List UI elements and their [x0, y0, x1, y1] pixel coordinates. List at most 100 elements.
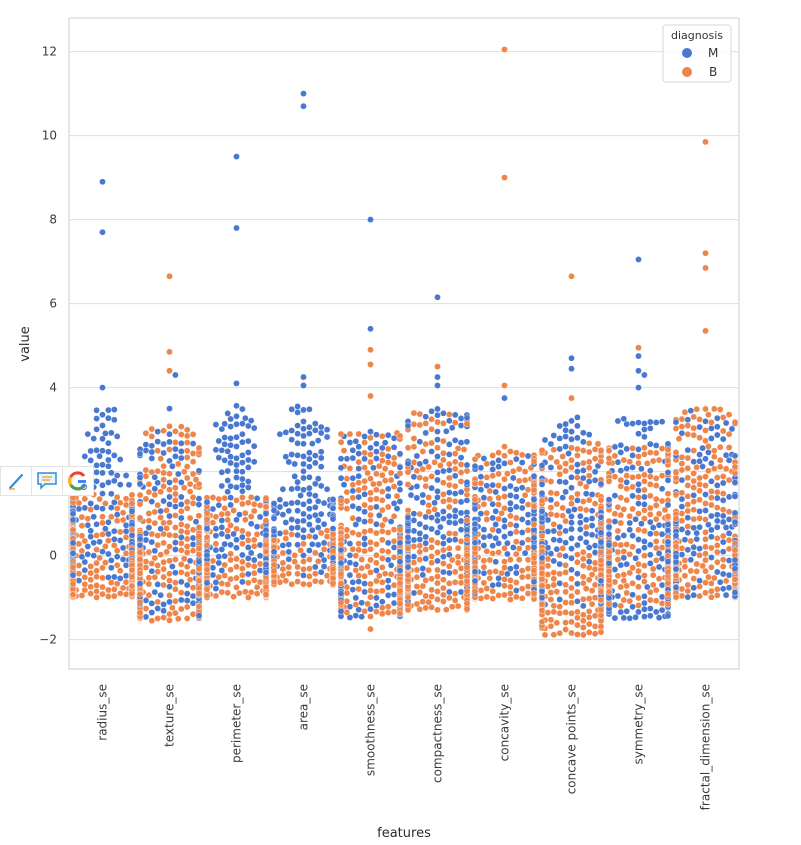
- data-point-b: [136, 569, 144, 577]
- data-point-m: [513, 485, 520, 493]
- data-point-m: [434, 382, 441, 389]
- data-point-b: [440, 576, 447, 584]
- data-point-b: [180, 468, 188, 476]
- data-point-b: [390, 483, 398, 490]
- data-point-m: [434, 411, 441, 419]
- data-point-b: [647, 473, 654, 480]
- data-point-b: [142, 564, 150, 571]
- data-point-m: [562, 433, 569, 440]
- data-point-b: [649, 571, 657, 579]
- data-point-b: [445, 503, 453, 511]
- data-point-b: [425, 494, 433, 501]
- data-point-b: [614, 527, 622, 535]
- data-point-b: [559, 512, 567, 520]
- data-point-m: [404, 553, 412, 561]
- data-point-b: [122, 534, 130, 541]
- data-point-m: [355, 578, 363, 585]
- data-point-b: [209, 557, 217, 565]
- data-point-b: [116, 499, 124, 507]
- data-point-m: [111, 573, 118, 581]
- data-point-b: [233, 555, 240, 563]
- data-point-m: [471, 568, 479, 576]
- data-point-m: [375, 512, 383, 519]
- data-point-b: [282, 577, 290, 585]
- data-point-b: [483, 509, 491, 517]
- data-point-b: [454, 559, 462, 567]
- data-point-m: [317, 510, 325, 518]
- data-point-b: [343, 488, 351, 496]
- data-point-b: [116, 590, 124, 597]
- data-point-m: [384, 584, 392, 591]
- data-point-m: [492, 507, 500, 515]
- data-point-m: [329, 554, 337, 562]
- data-point-m: [256, 552, 264, 560]
- data-point-b: [495, 501, 502, 508]
- data-point-b: [367, 489, 374, 497]
- data-point-b: [501, 382, 508, 389]
- data-point-m: [565, 507, 572, 515]
- data-point-m: [419, 491, 427, 499]
- data-point-b: [300, 566, 307, 573]
- data-point-b: [337, 570, 345, 578]
- data-point-m: [337, 608, 345, 615]
- data-point-m: [504, 539, 511, 547]
- data-point-b: [574, 558, 581, 566]
- data-point-b: [128, 566, 136, 574]
- data-point-m: [513, 522, 520, 530]
- data-point-b: [367, 539, 374, 546]
- data-point-m: [116, 456, 124, 463]
- data-point-m: [262, 569, 270, 576]
- data-point-m: [145, 524, 153, 531]
- data-point-b: [454, 544, 462, 552]
- data-point-b: [311, 570, 319, 578]
- data-point-b: [419, 582, 427, 590]
- data-point-b: [507, 596, 514, 603]
- data-point-m: [87, 500, 94, 507]
- data-point-m: [518, 484, 526, 492]
- data-point-m: [422, 458, 430, 465]
- data-point-m: [538, 489, 546, 497]
- data-point-m: [647, 551, 654, 559]
- data-point-m: [239, 487, 246, 495]
- data-point-m: [451, 490, 459, 497]
- data-point-m: [148, 609, 156, 616]
- data-point-m: [93, 415, 100, 422]
- data-point-m: [142, 441, 150, 448]
- data-point-b: [652, 586, 660, 594]
- data-point-b: [440, 491, 447, 498]
- data-point-b: [166, 470, 173, 478]
- data-point-b: [154, 562, 161, 569]
- data-point-b: [562, 517, 569, 525]
- data-point-b: [384, 445, 392, 453]
- data-point-b: [279, 559, 287, 567]
- data-point-b: [373, 608, 380, 616]
- data-point-m: [177, 596, 185, 604]
- data-point-b: [530, 567, 538, 574]
- data-point-m: [480, 542, 488, 549]
- data-point-b: [136, 556, 144, 563]
- data-point-b: [157, 551, 164, 559]
- data-point-b: [288, 531, 296, 538]
- data-point-m: [445, 441, 453, 448]
- data-point-b: [93, 532, 100, 539]
- data-point-b: [294, 570, 301, 578]
- data-point-m: [437, 523, 444, 531]
- data-point-m: [111, 527, 118, 535]
- data-point-b: [224, 510, 231, 518]
- data-point-b: [428, 439, 435, 447]
- data-point-b: [440, 598, 447, 605]
- data-point-b: [390, 460, 398, 468]
- data-point-m: [288, 427, 296, 434]
- data-point-m: [111, 499, 118, 506]
- data-point-b: [541, 631, 549, 639]
- data-point-b: [597, 623, 605, 630]
- data-point-m: [396, 463, 404, 471]
- data-point-b: [99, 574, 106, 582]
- data-point-m: [105, 414, 112, 422]
- data-point-m: [524, 519, 532, 527]
- data-point-b: [186, 480, 194, 488]
- data-point-m: [142, 530, 150, 537]
- data-point-m: [349, 579, 357, 586]
- data-point-b: [367, 475, 374, 483]
- data-point-b: [160, 519, 167, 527]
